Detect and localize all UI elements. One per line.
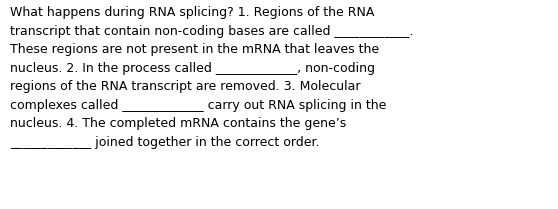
Text: What happens during RNA splicing? 1. Regions of the RNA
transcript that contain : What happens during RNA splicing? 1. Reg… — [10, 6, 413, 149]
